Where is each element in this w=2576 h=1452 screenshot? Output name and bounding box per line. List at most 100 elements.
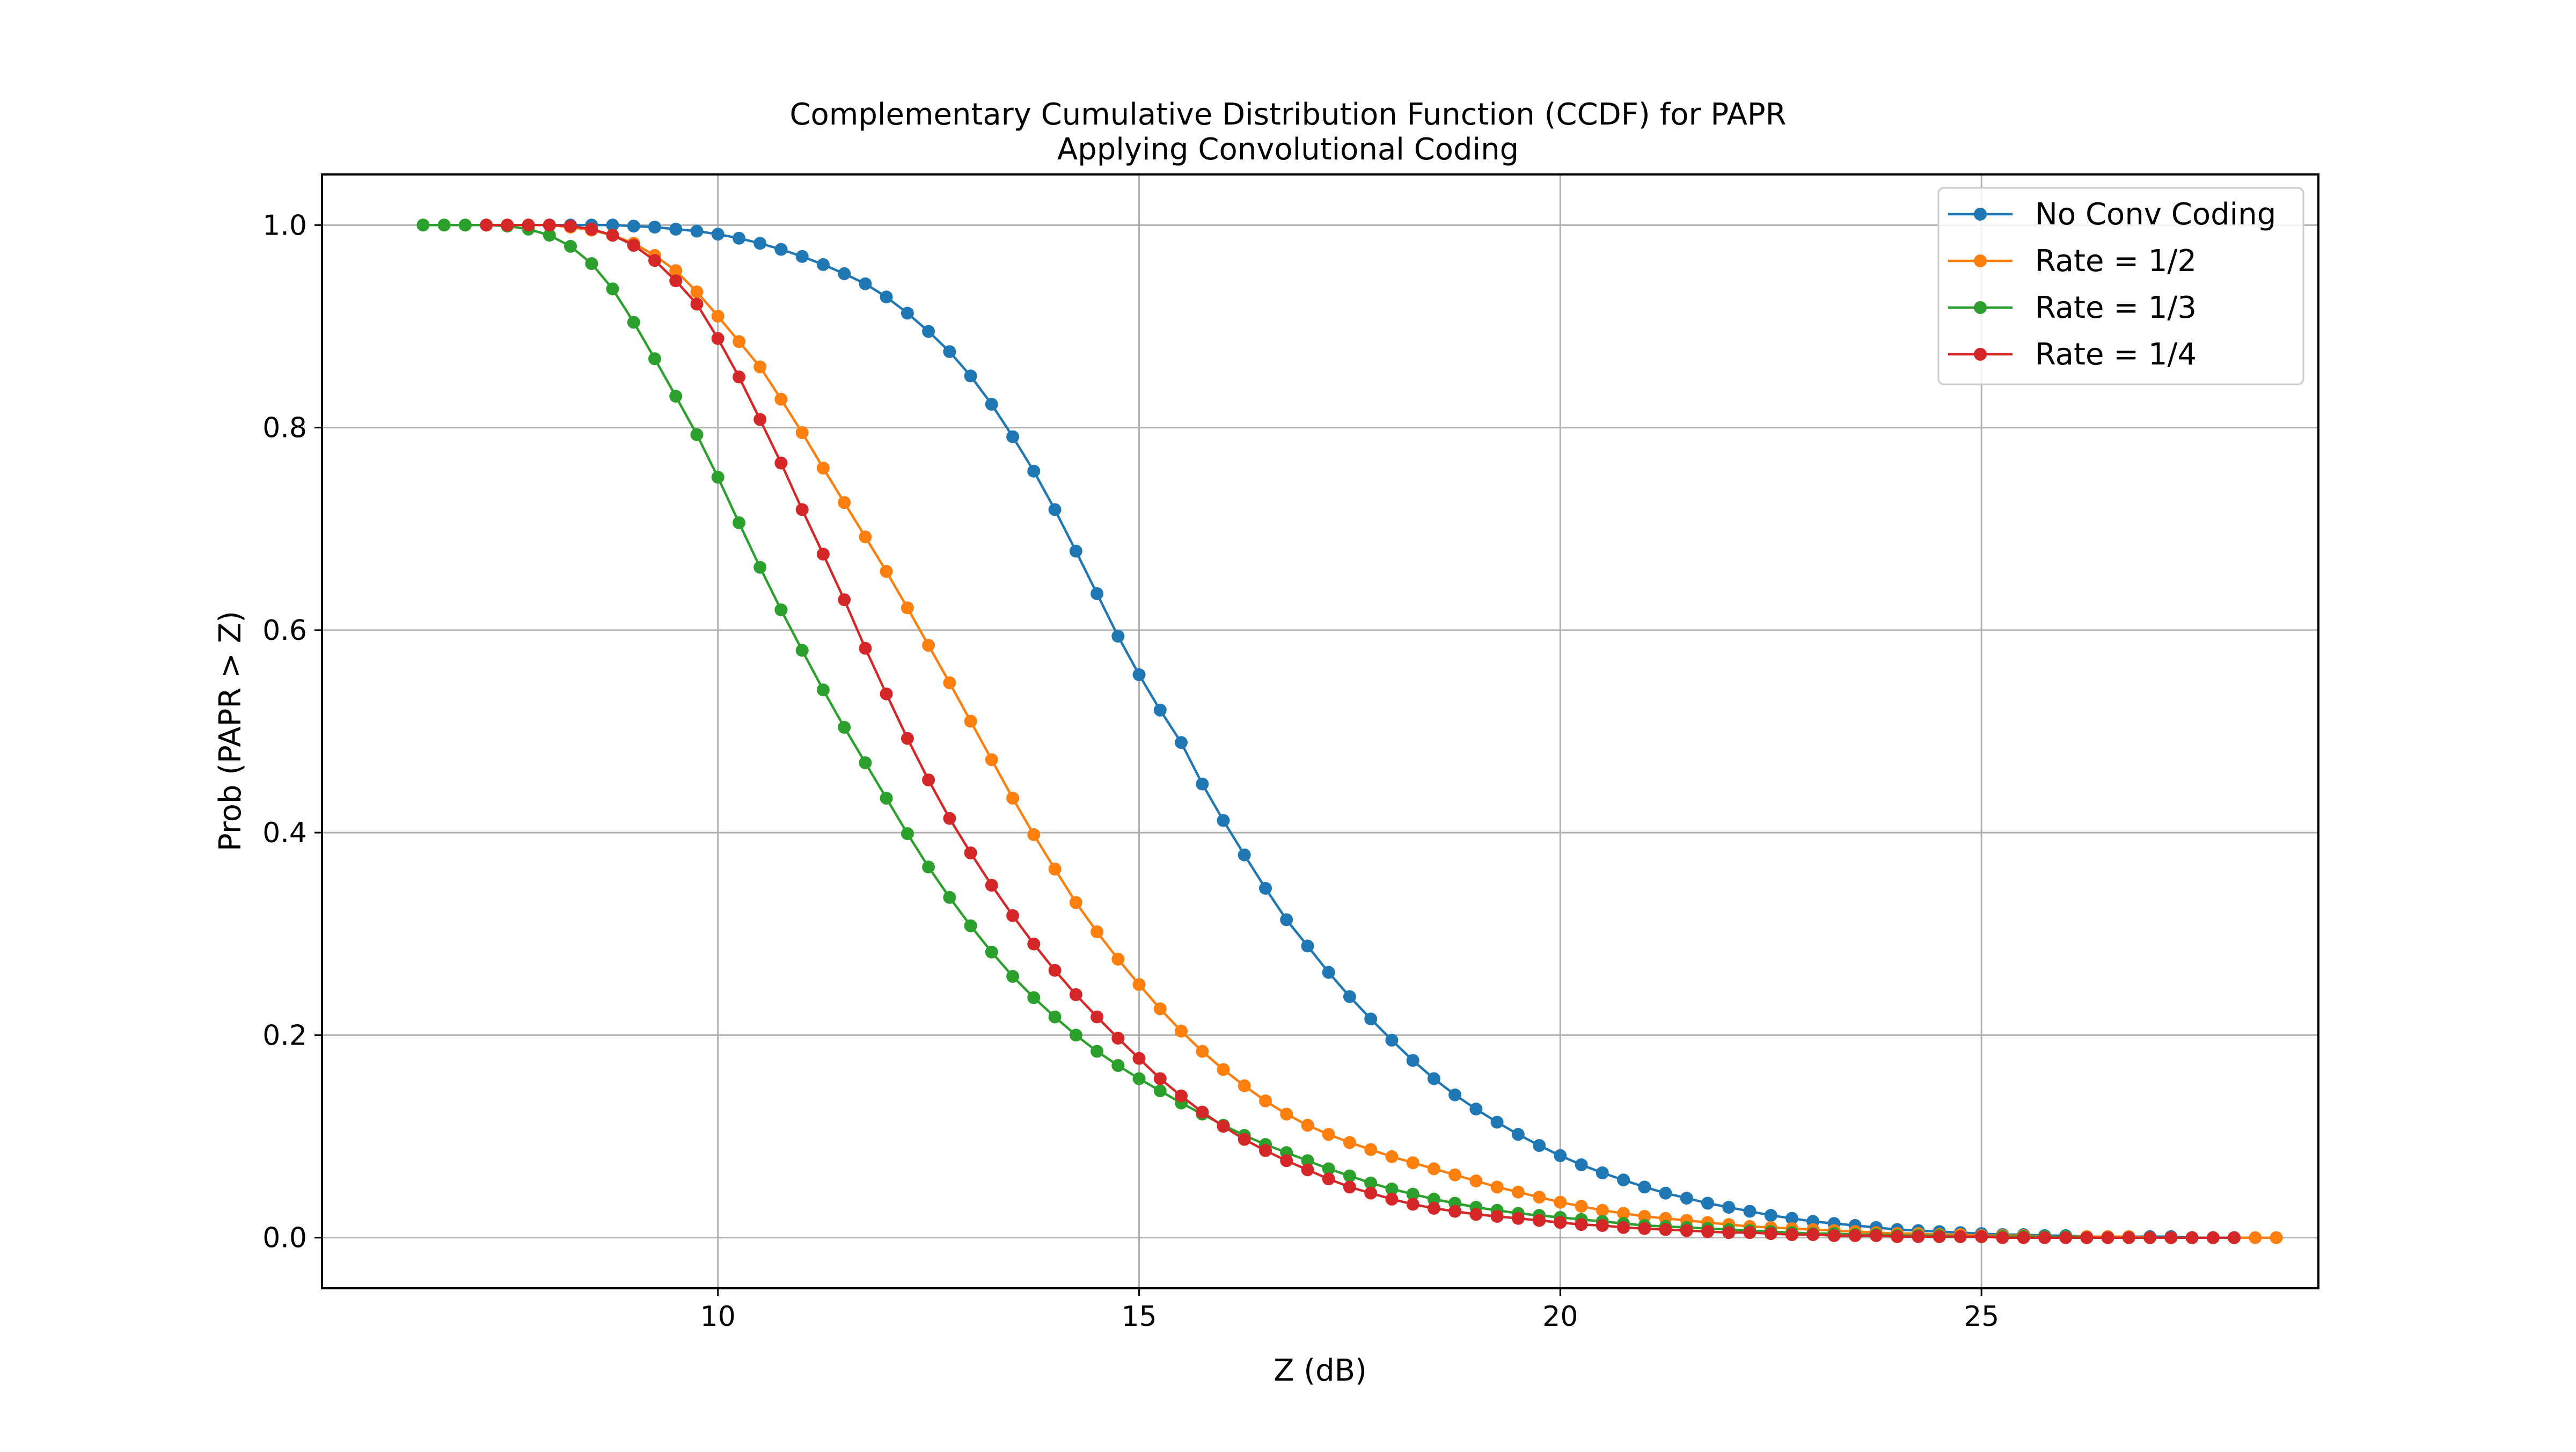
data-point [1217, 1120, 1230, 1133]
data-point [1385, 1193, 1399, 1206]
data-point [1238, 1079, 1251, 1092]
data-point [2122, 1231, 2135, 1244]
data-point [2017, 1231, 2030, 1244]
data-point [1427, 1193, 1440, 1206]
data-point [1638, 1210, 1651, 1223]
data-point [1027, 464, 1041, 478]
data-point [1301, 1163, 1314, 1177]
data-point [564, 220, 577, 233]
axis-ticks: 10 15 20 25 0.0 0.2 0.4 0.6 0.8 1.0 [262, 209, 1999, 1333]
data-point [1175, 736, 1188, 749]
data-point [1680, 1192, 1693, 1205]
series-layer [416, 218, 2283, 1244]
data-point [2185, 1231, 2199, 1244]
data-point [1554, 1216, 1567, 1229]
legend-marker [1974, 301, 1987, 314]
data-point [964, 846, 977, 859]
data-point [1196, 1105, 1209, 1119]
data-point [880, 687, 893, 701]
data-point [1638, 1180, 1651, 1194]
data-point [859, 530, 872, 544]
legend-entry: Rate = 1/2 [2035, 244, 2197, 279]
data-point [1722, 1226, 1736, 1239]
data-point [1301, 1154, 1314, 1168]
data-point [1490, 1210, 1504, 1223]
y-tick-label: 0.6 [262, 615, 307, 647]
data-point [480, 218, 493, 232]
data-point [711, 310, 724, 323]
data-point [1891, 1230, 1904, 1243]
data-point [2059, 1231, 2073, 1244]
data-point [1217, 814, 1230, 827]
data-point [501, 218, 514, 232]
data-point [1006, 970, 1020, 983]
data-point [859, 756, 872, 769]
data-point [1111, 630, 1125, 643]
y-tick-label: 0.2 [262, 1019, 307, 1052]
data-point [1785, 1228, 1798, 1241]
data-point [1153, 703, 1167, 717]
data-point [985, 945, 998, 959]
plot-area-frame [321, 173, 2319, 1289]
data-point [1511, 1212, 1525, 1225]
data-point [901, 732, 914, 745]
data-point [606, 229, 619, 242]
data-point [1680, 1224, 1693, 1237]
data-point [416, 218, 430, 232]
data-point [795, 250, 809, 263]
data-point [1701, 1196, 1714, 1210]
data-point [690, 224, 704, 238]
data-point [1406, 1156, 1419, 1170]
data-point [1659, 1186, 1672, 1200]
data-point [943, 812, 956, 825]
data-point [1111, 952, 1125, 966]
data-point [1806, 1228, 1820, 1241]
data-point [1575, 1158, 1588, 1171]
data-point [669, 274, 683, 288]
y-axis-label: Prob (PAPR > Z) [213, 611, 248, 851]
data-point [943, 345, 956, 359]
data-point [2249, 1231, 2262, 1244]
data-point [1490, 1115, 1504, 1129]
data-point [1848, 1229, 1862, 1242]
data-point [1153, 1072, 1167, 1085]
data-point [648, 352, 661, 366]
data-point [1764, 1227, 1777, 1241]
data-point [985, 753, 998, 767]
data-point [1048, 503, 1062, 516]
data-point [1364, 1176, 1378, 1190]
data-point [458, 218, 472, 232]
data-point [943, 676, 956, 689]
data-point [1554, 1195, 1567, 1209]
data-point [1448, 1168, 1462, 1181]
data-point [816, 548, 830, 561]
data-point [437, 218, 451, 232]
data-point [1364, 1012, 1378, 1026]
data-point [648, 254, 661, 267]
x-axis-label: Z (dB) [1274, 1353, 1367, 1388]
data-point [1554, 1149, 1567, 1162]
data-point [1048, 863, 1062, 875]
data-point [1175, 1089, 1188, 1103]
data-point [901, 307, 914, 320]
data-point [564, 239, 577, 253]
data-point [922, 860, 935, 874]
data-point [1091, 587, 1104, 600]
data-point [1259, 1095, 1272, 1107]
data-point [1069, 896, 1082, 909]
x-tick-label: 10 [700, 1301, 736, 1333]
data-point [985, 879, 998, 892]
data-point [1301, 939, 1314, 953]
data-point [859, 641, 872, 655]
data-point [2228, 1231, 2241, 1244]
data-point [1827, 1229, 1841, 1242]
y-tick-label: 0.0 [262, 1222, 307, 1254]
legend-box [1937, 187, 2304, 385]
data-point [543, 218, 556, 232]
data-point [1132, 668, 1146, 681]
data-point [964, 714, 977, 728]
legend-entry: Rate = 1/4 [2035, 337, 2197, 372]
data-point [1069, 988, 1082, 1001]
data-point [2038, 1231, 2051, 1244]
